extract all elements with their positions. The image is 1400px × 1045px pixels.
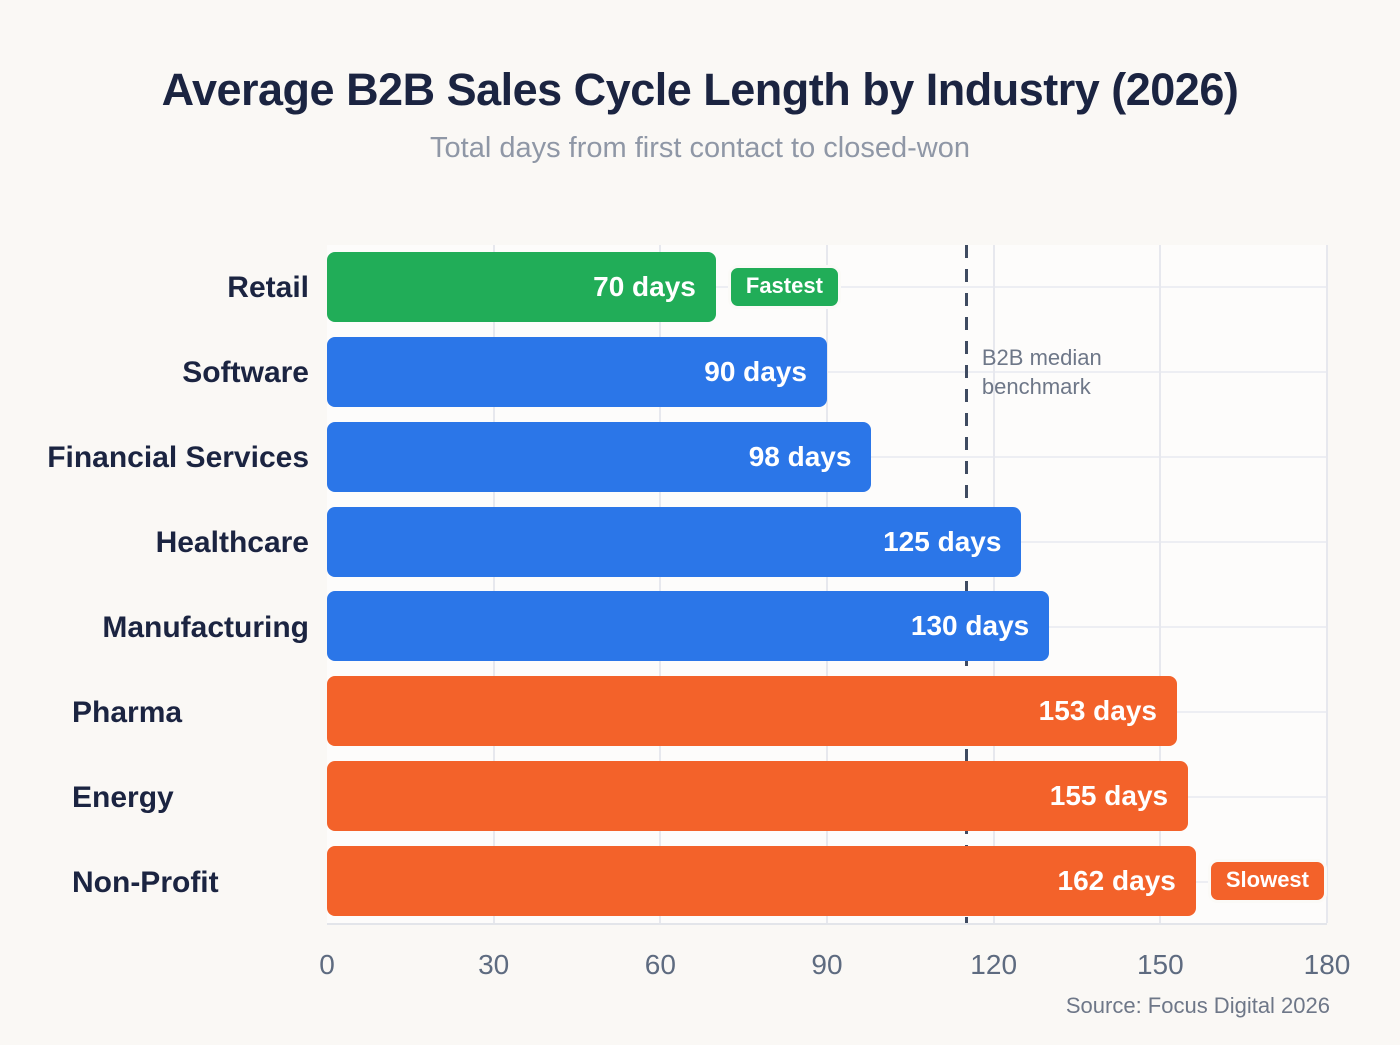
chart-subtitle: Total days from first contact to closed-… <box>430 132 970 164</box>
bar-energy: 155 days <box>327 760 1189 831</box>
chart-title: Average B2B Sales Cycle Length by Indust… <box>161 64 1239 115</box>
x-tick-label: 30 <box>478 949 510 980</box>
median-benchmark-label: B2B median benchmark <box>982 343 1102 401</box>
x-axis: 0 30 60 90 120 150 180 <box>319 925 1350 987</box>
bar-row-pharma: 153 days <box>327 669 1327 754</box>
median-benchmark-label-line2: benchmark <box>981 374 1091 400</box>
category-axis: Retail Software Financial Services Healthca… <box>27 245 327 925</box>
bar-row-non-profit: 162 days Slowest <box>327 838 1327 923</box>
category-label-financial-services: Financial Services <box>47 440 309 474</box>
bar-row-retail: 70 days Fastest <box>327 245 1327 330</box>
vertical-gridline <box>992 245 995 923</box>
bar-value-label: 98 days <box>748 440 852 472</box>
vertical-gridline <box>1326 245 1328 923</box>
bar-financial-services: 98 days <box>327 421 872 492</box>
bar-chart: Retail Software Financial Services Healthca… <box>27 245 1328 925</box>
bar-software: 90 days <box>327 337 827 408</box>
bar-value-label: 125 days <box>883 525 1002 557</box>
category-label-energy: Energy <box>72 780 174 814</box>
vertical-gridline <box>826 245 828 923</box>
x-tick-label: 60 <box>644 949 676 980</box>
bar-value-label: 130 days <box>910 610 1030 642</box>
bar-row-manufacturing: 130 days <box>327 584 1327 669</box>
category-label-non-profit: Non-Profit <box>72 865 219 899</box>
plot-area: B2B median benchmark 70 days Fastest 90 da… <box>327 245 1328 925</box>
bar-value-label: 70 days <box>593 271 696 303</box>
bar-value-label: 153 days <box>1038 695 1157 727</box>
bar-value-label: 155 days <box>1049 779 1169 811</box>
bar-row-software: 90 days <box>327 330 1327 415</box>
median-benchmark-line <box>964 245 968 923</box>
x-tick-label: 0 <box>319 949 335 980</box>
bar-healthcare: 125 days <box>327 506 1022 577</box>
vertical-gridline <box>659 245 662 923</box>
category-label-healthcare: Healthcare <box>155 525 309 559</box>
vertical-gridline <box>1159 245 1162 923</box>
x-tick-label: 180 <box>1303 949 1351 980</box>
vertical-gridline <box>492 245 495 923</box>
slowest-badge: Slowest <box>1207 858 1327 903</box>
bar-value-label: 162 days <box>1057 864 1176 896</box>
bars-container: 70 days Fastest 90 days 98 days 125 days 130 … <box>327 245 1327 923</box>
fastest-badge: Fastest <box>727 265 841 310</box>
x-tick-label: 90 <box>811 949 843 980</box>
category-label-manufacturing: Manufacturing <box>102 610 309 644</box>
bar-non-profit: 162 days <box>327 845 1196 916</box>
source-caption: Source: Focus Digital 2026 <box>1065 993 1330 1018</box>
median-benchmark-label-line1: B2B median <box>981 345 1102 370</box>
bar-retail: 70 days <box>327 252 716 323</box>
x-tick-label: 120 <box>970 949 1018 980</box>
bar-row-healthcare: 125 days <box>327 499 1327 584</box>
category-label-software: Software <box>182 355 309 389</box>
bar-value-label: 90 days <box>704 356 807 388</box>
category-label-retail: Retail <box>227 270 309 304</box>
bar-pharma: 153 days <box>327 676 1177 747</box>
category-label-pharma: Pharma <box>72 695 183 729</box>
bar-manufacturing: 130 days <box>327 591 1050 662</box>
bar-row-financial-services: 98 days <box>327 415 1327 500</box>
x-tick-label: 150 <box>1136 949 1184 980</box>
bar-row-energy: 155 days <box>327 754 1327 839</box>
